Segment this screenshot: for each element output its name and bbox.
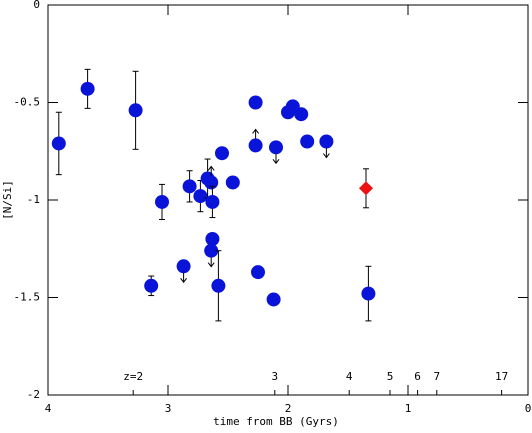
- point: [215, 146, 229, 161]
- point: [182, 179, 197, 194]
- y-tick-label: 0: [33, 0, 40, 11]
- point: [193, 189, 208, 204]
- x-axis-label: time from BB (Gyrs): [213, 415, 339, 428]
- y-tick-label: -2: [27, 388, 40, 401]
- x-tick-label: 2: [285, 402, 292, 415]
- point: [128, 103, 143, 118]
- z-label: z=2: [123, 370, 143, 383]
- z-label: 5: [387, 370, 394, 383]
- point: [155, 194, 169, 209]
- y-tick-label: -1.5: [14, 291, 41, 304]
- point: [225, 175, 240, 190]
- z-label: 7: [433, 370, 440, 383]
- point: [269, 140, 283, 155]
- z-label: 4: [346, 370, 353, 383]
- y-tick-label: -0.5: [14, 96, 41, 109]
- point: [204, 243, 219, 258]
- point: [211, 278, 226, 293]
- x-tick-label: 4: [45, 402, 52, 415]
- z-label: 3: [271, 370, 278, 383]
- x-tick-label: 1: [405, 402, 412, 415]
- point: [204, 175, 219, 190]
- point: [205, 232, 220, 246]
- point: [359, 181, 373, 196]
- x-tick-label: 3: [165, 402, 172, 415]
- plot-frame: [47, 4, 529, 396]
- z-label: 6: [414, 370, 421, 383]
- z-label: 17: [495, 370, 508, 383]
- x-tick-label: 0: [525, 402, 532, 415]
- point: [319, 134, 334, 149]
- point: [80, 81, 95, 96]
- point: [176, 259, 191, 274]
- point: [266, 292, 281, 307]
- point: [294, 107, 309, 122]
- y-tick-label: -1: [27, 193, 40, 206]
- point: [361, 286, 376, 301]
- point: [144, 278, 159, 293]
- point: [251, 265, 265, 280]
- point: [300, 134, 315, 149]
- point: [51, 136, 66, 151]
- point: [248, 95, 263, 110]
- point: [205, 194, 220, 209]
- point: [248, 138, 263, 153]
- y-axis-label: [N/Si]: [1, 180, 14, 220]
